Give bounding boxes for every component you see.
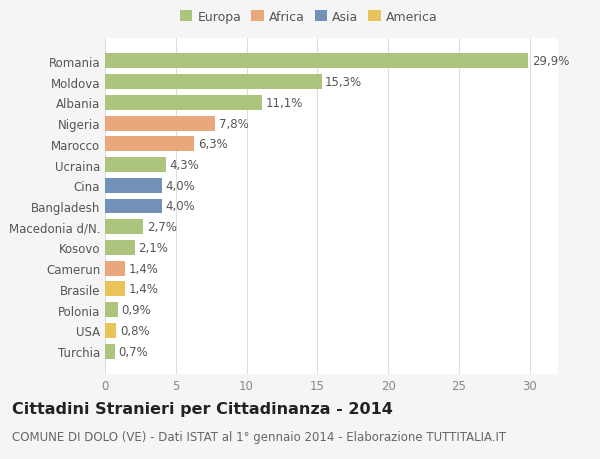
Bar xyxy=(105,179,161,193)
Bar xyxy=(105,199,161,214)
Bar xyxy=(105,323,116,338)
Bar xyxy=(105,116,215,131)
Bar xyxy=(105,95,262,111)
Text: 4,0%: 4,0% xyxy=(165,179,195,192)
Text: 0,8%: 0,8% xyxy=(120,324,149,337)
Text: 7,8%: 7,8% xyxy=(219,118,249,130)
Legend: Europa, Africa, Asia, America: Europa, Africa, Asia, America xyxy=(178,8,440,26)
Text: 2,1%: 2,1% xyxy=(138,241,168,254)
Bar xyxy=(105,75,322,90)
Bar xyxy=(105,302,118,318)
Bar xyxy=(105,54,528,69)
Text: 4,3%: 4,3% xyxy=(169,159,199,172)
Bar xyxy=(105,220,143,235)
Text: 1,4%: 1,4% xyxy=(128,283,158,296)
Text: 1,4%: 1,4% xyxy=(128,262,158,275)
Text: COMUNE DI DOLO (VE) - Dati ISTAT al 1° gennaio 2014 - Elaborazione TUTTITALIA.IT: COMUNE DI DOLO (VE) - Dati ISTAT al 1° g… xyxy=(12,431,506,443)
Text: 0,9%: 0,9% xyxy=(121,303,151,317)
Bar xyxy=(105,241,135,255)
Text: 4,0%: 4,0% xyxy=(165,200,195,213)
Bar xyxy=(105,261,125,276)
Text: 6,3%: 6,3% xyxy=(198,138,227,151)
Text: 15,3%: 15,3% xyxy=(325,76,362,89)
Text: 2,7%: 2,7% xyxy=(147,221,176,234)
Text: 29,9%: 29,9% xyxy=(532,55,569,68)
Bar xyxy=(105,137,194,152)
Bar xyxy=(105,158,166,173)
Text: Cittadini Stranieri per Cittadinanza - 2014: Cittadini Stranieri per Cittadinanza - 2… xyxy=(12,402,393,417)
Bar xyxy=(105,344,115,359)
Bar xyxy=(105,282,125,297)
Text: 0,7%: 0,7% xyxy=(118,345,148,358)
Text: 11,1%: 11,1% xyxy=(266,96,303,110)
